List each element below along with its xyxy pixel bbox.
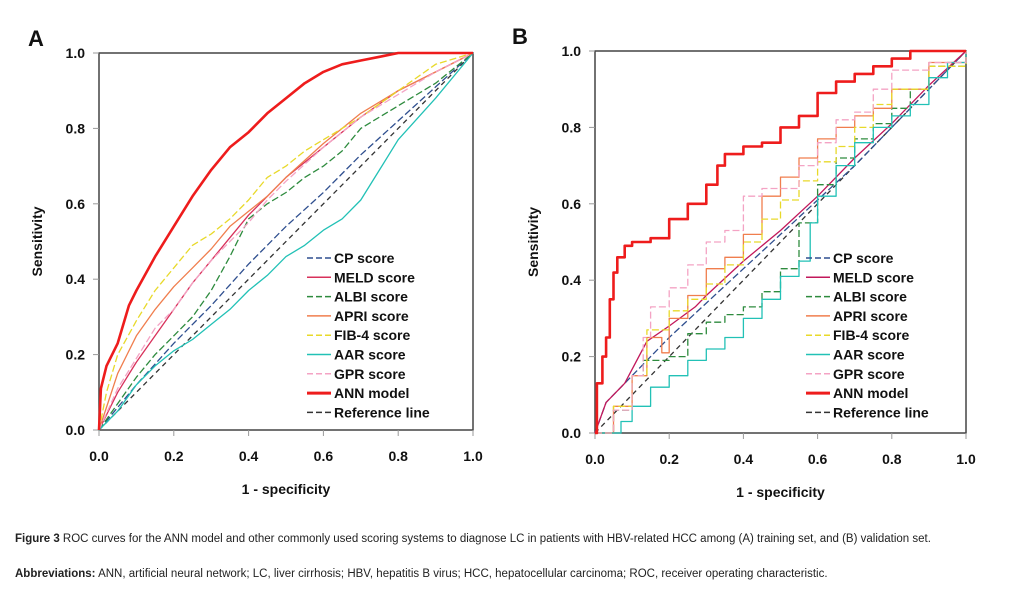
legend-label: CP score — [334, 250, 395, 266]
x-tick-label: 0.4 — [239, 448, 259, 464]
y-tick-label: 0.0 — [66, 422, 86, 438]
legend-label: AAR score — [833, 347, 905, 363]
abbreviations-text: ANN, artificial neural network; LC, live… — [95, 568, 828, 580]
roc-figure: A 0.0 0.2 0.4 0.6 0.8 1.0 0.0 0.2 0.4 0.6 0.8 1.0 1 -… — [28, 24, 976, 500]
y-axis-label: Sensitivity — [525, 207, 541, 277]
series-line-fib-4-score — [98, 52, 474, 431]
x-tick-label: 0.6 — [808, 451, 828, 467]
legend-label: AAR score — [334, 347, 406, 363]
legend-label: ANN model — [334, 385, 409, 401]
legend-label: GPR score — [833, 366, 905, 382]
x-tick-label: 0.0 — [89, 448, 109, 464]
figure-caption-text: ROC curves for the ANN model and other c… — [59, 533, 931, 545]
abbreviations-label: Abbreviations: — [15, 568, 96, 580]
legend-label: ALBI score — [833, 289, 907, 305]
legend: CP score MELD score ALBI score APRI score FI… — [307, 250, 430, 420]
y-tick-label: 0.4 — [66, 271, 86, 287]
series-line-cp-score — [594, 50, 967, 434]
series-line-ann-model — [595, 49, 966, 435]
x-tick-label: 0.8 — [882, 451, 902, 467]
legend-label: CP score — [833, 250, 894, 266]
panel-label: A — [28, 26, 44, 51]
y-tick-label: 1.0 — [562, 43, 582, 59]
x-tick-label: 0.0 — [585, 451, 605, 467]
roc-panel-a: A 0.0 0.2 0.4 0.6 0.8 1.0 0.0 0.2 0.4 0.6 0.8 1.0 1 -… — [28, 26, 483, 497]
series-line-aar-score — [595, 51, 967, 434]
legend-label: FIB-4 score — [334, 327, 410, 343]
y-tick-label: 0.2 — [66, 347, 86, 363]
series-line-ann-model — [97, 51, 473, 431]
legend-label: APRI score — [833, 308, 908, 324]
y-axis-label: Sensitivity — [29, 206, 45, 276]
legend-label: Reference line — [334, 404, 430, 420]
y-tick-label: 0.8 — [66, 120, 86, 136]
legend-label: MELD score — [833, 269, 914, 285]
legend-label: Reference line — [833, 404, 929, 420]
y-tick-label: 1.0 — [66, 45, 86, 61]
figure-label: Figure 3 — [15, 533, 60, 545]
y-tick-label: 0.6 — [562, 196, 582, 212]
series-line-gpr-score — [595, 51, 967, 434]
y-tick-label: 0.8 — [562, 119, 582, 135]
y-tick-label: 0.4 — [562, 272, 582, 288]
x-tick-label: 1.0 — [463, 448, 483, 464]
legend-label: GPR score — [334, 366, 406, 382]
x-tick-label: 0.6 — [314, 448, 334, 464]
legend: CP score MELD score ALBI score APRI score FI… — [806, 250, 929, 420]
abbreviations: Abbreviations: ANN, artificial neural ne… — [15, 566, 1000, 583]
legend-label: ALBI score — [334, 289, 408, 305]
series-line-apri-score — [98, 52, 474, 431]
roc-panel-b: B 0.0 0.2 0.4 0.6 0.8 1.0 0.0 0.2 0.4 0.6 0.8 1.0 1 -… — [512, 24, 976, 500]
panel-label: B — [512, 24, 528, 49]
x-tick-label: 0.4 — [734, 451, 754, 467]
series-line-gpr-score — [98, 52, 474, 431]
x-axis-label: 1 - specificity — [242, 481, 331, 497]
y-tick-label: 0.2 — [562, 349, 582, 365]
legend-label: APRI score — [334, 308, 409, 324]
x-tick-label: 0.2 — [659, 451, 679, 467]
figure-caption: Figure 3 ROC curves for the ANN model an… — [15, 531, 1000, 548]
y-tick-label: 0.0 — [562, 425, 582, 441]
series-line-aar-score — [98, 52, 474, 431]
x-tick-label: 0.8 — [388, 448, 408, 464]
x-axis-label: 1 - specificity — [736, 484, 825, 500]
legend-label: MELD score — [334, 269, 415, 285]
legend-label: ANN model — [833, 385, 908, 401]
x-tick-label: 1.0 — [956, 451, 976, 467]
legend-label: FIB-4 score — [833, 327, 909, 343]
series-line-cp-score — [98, 52, 474, 431]
x-tick-label: 0.2 — [164, 448, 184, 464]
y-tick-label: 0.6 — [66, 196, 86, 212]
series-line-reference-line — [98, 52, 474, 431]
